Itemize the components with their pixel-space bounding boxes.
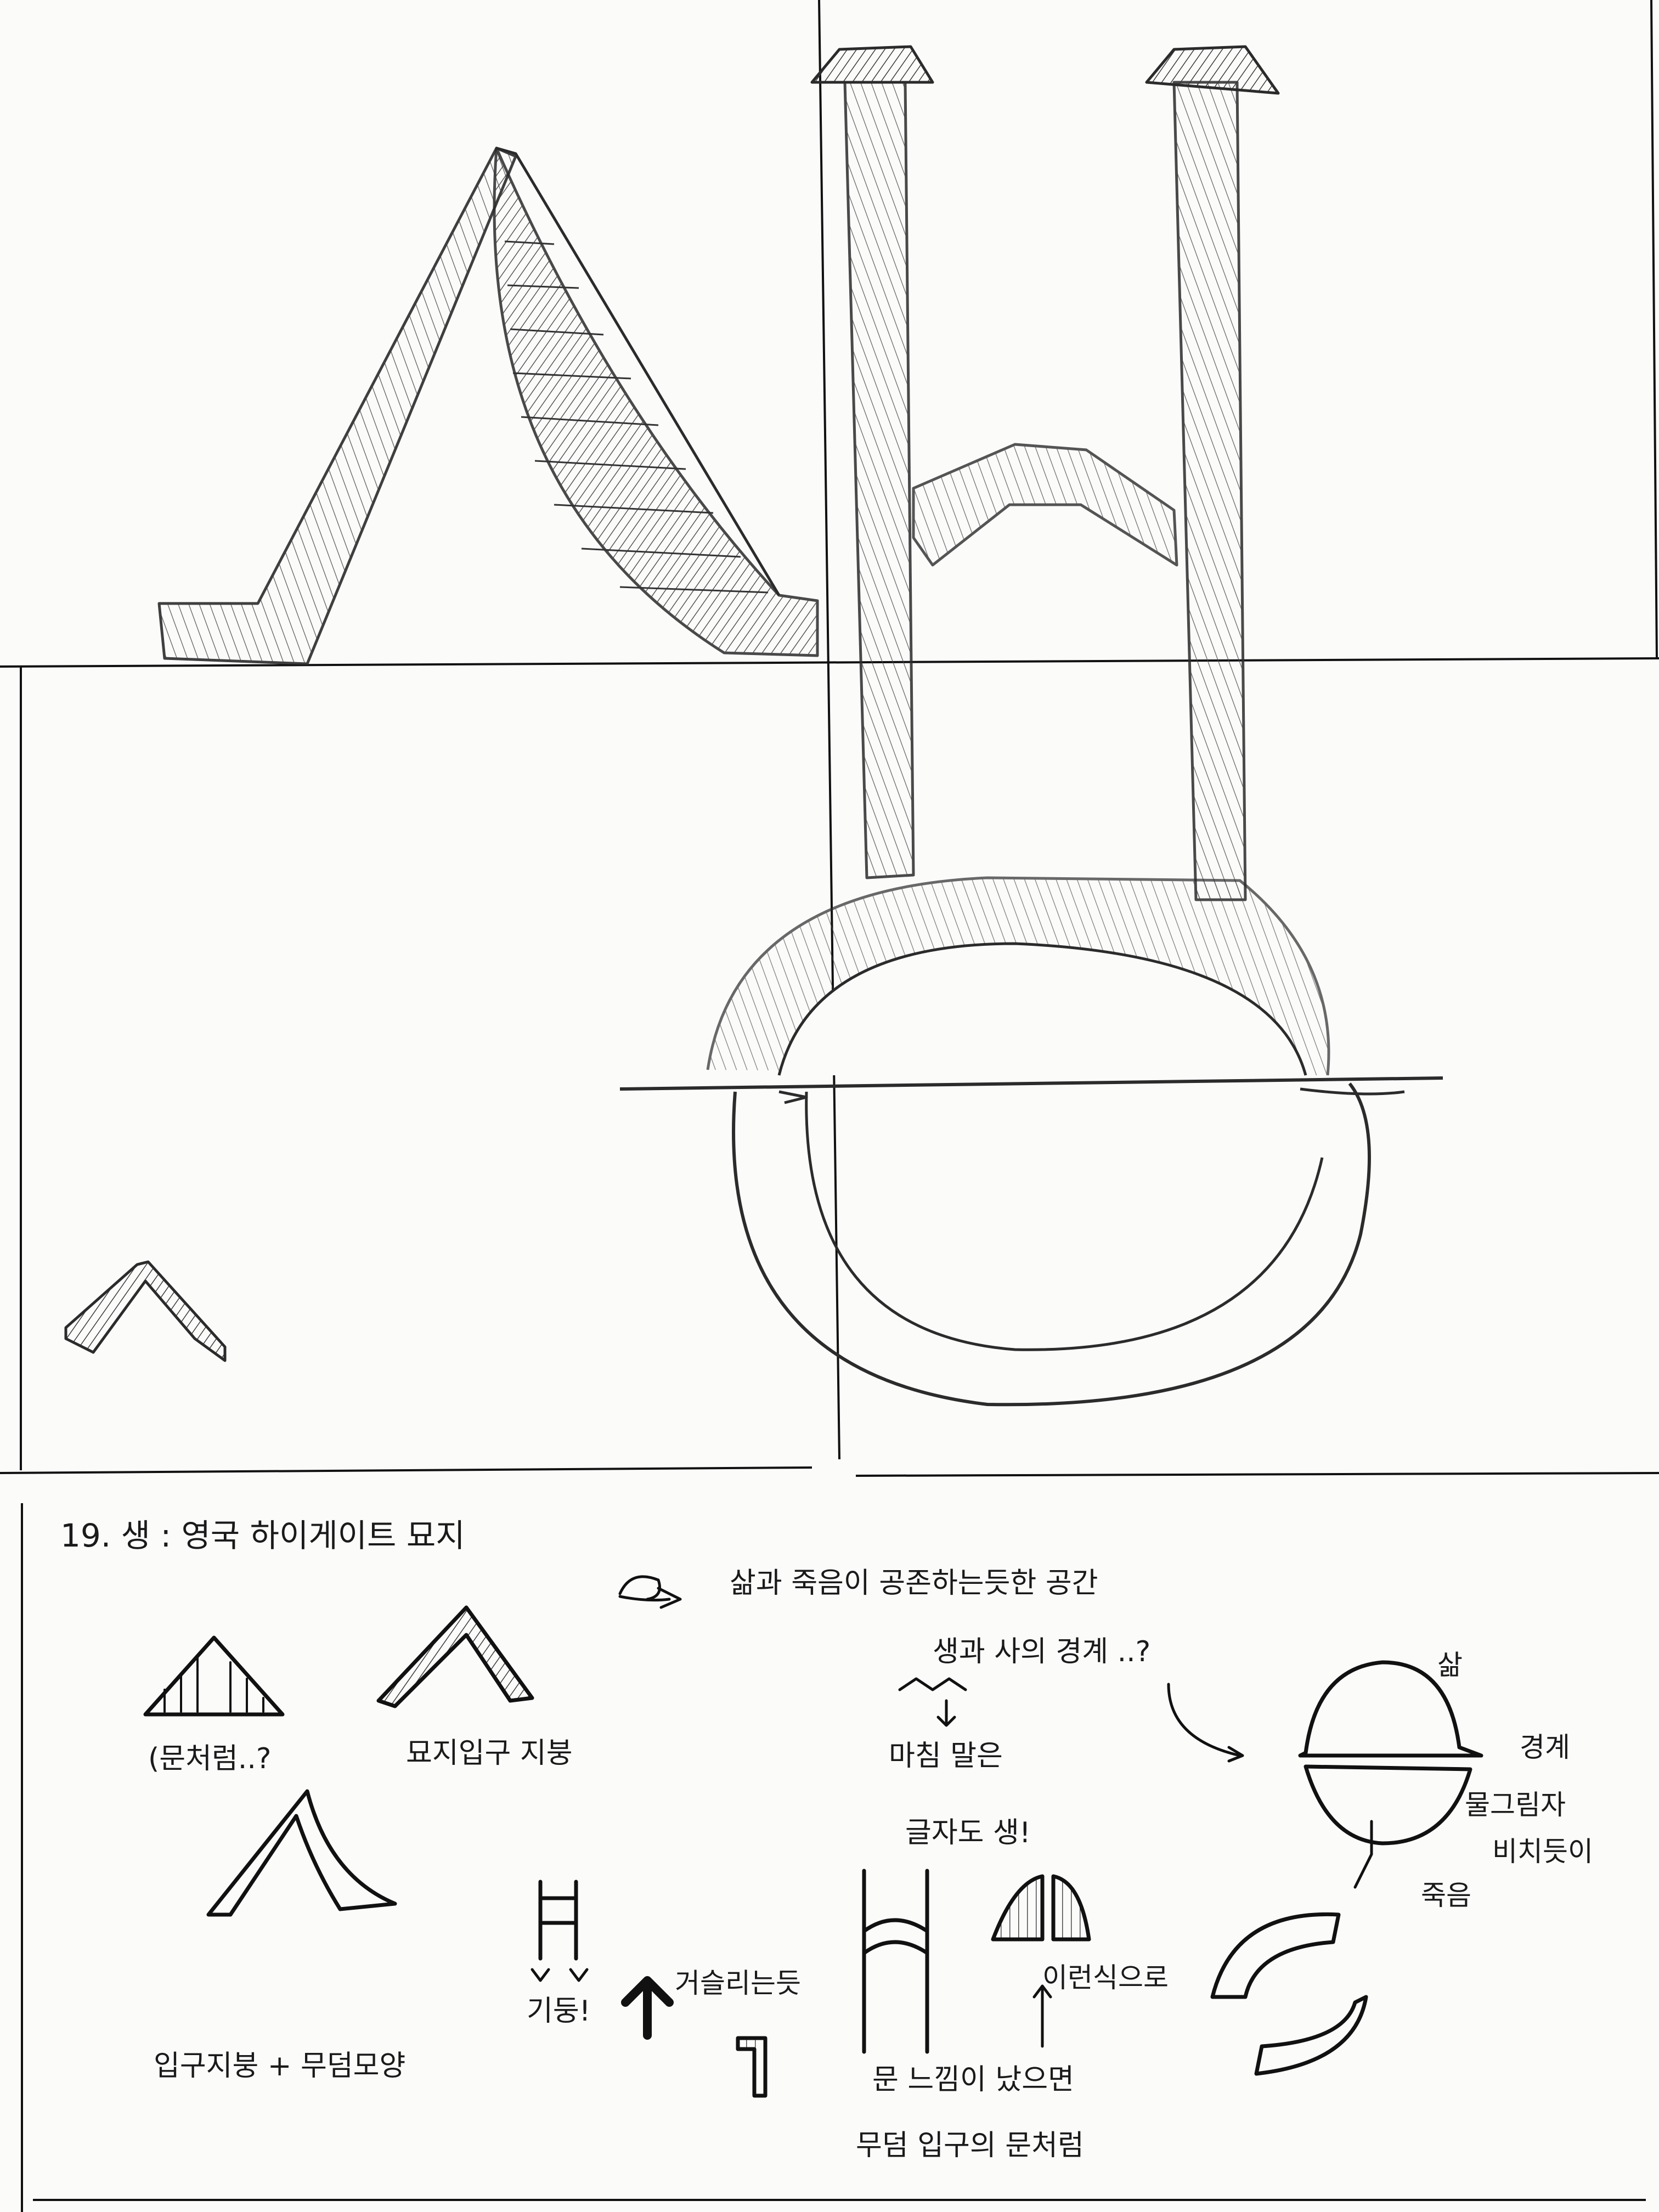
letter-note-line2: 글자도 생! [905,1816,1031,1849]
reflection-line2: 비치듯이 [1492,1836,1593,1867]
reflection-doodle [1304,1764,1472,1846]
pillar-arrow-doodle [621,1976,674,2040]
letter-note-line1: 마침 말은 [889,1740,1003,1773]
ground-boundary-line [619,1076,1443,1091]
cemetery-roof-note: 묘지입구 지붕 [406,1737,573,1770]
boundary-label: 경계 [1520,1731,1570,1763]
reflection-death [732,1082,1371,1407]
gate-doodle [862,1869,929,2054]
dome-doodle [1298,1660,1483,1758]
roof-left-slab [157,146,517,665]
main-sketch-saeng [64,45,1443,1407]
hanging-note: 거슬리는듯 [675,1967,801,1999]
small-roof-thumbnail [64,1260,227,1362]
this-way-note: 이런식으로 [1042,1962,1169,1994]
tomb-door-note: 무덤 입구의 문처럼 [856,2129,1084,2162]
gable-arch [912,443,1178,567]
left-pillar-cap [810,45,934,84]
left-pillar [843,81,915,879]
right-pillar-cap [1145,45,1280,95]
concept-note: 삶과 죽음이 공존하는듯한 공간 [730,1567,1098,1600]
page-title: 19. 생 : 영국 하이게이트 묘지 [60,1517,465,1554]
ink-doodles [143,1575,1483,2098]
door-leaves-doodle [991,1874,1091,1942]
h-pillar-doodle [538,1880,578,1961]
death-label: 죽음 [1421,1880,1471,1911]
reflection-line1: 물그림자 [1465,1789,1566,1821]
right-pillar [1172,81,1247,901]
like-door-note: (문처럼..? [148,1742,272,1775]
roof-plus-tomb-note: 입구지붕 + 무덤모양 [154,2050,406,2083]
boundary-question-note: 생과 사의 경계 ..? [933,1635,1151,1668]
roof-tomb-doodle [206,1789,397,1917]
hook-doodle [736,2036,768,2098]
roof-right-tomb-curve [493,146,819,657]
pillar-note: 기둥! [527,1995,591,2028]
cycle-doodle [1210,1912,1368,2076]
life-label: 삶 [1437,1649,1463,1681]
door-feeling-note: 문 느낌이 났으면 [872,2063,1074,2096]
roof-slab-doodle [376,1605,534,1708]
roof-triangle-doodle [143,1635,285,1717]
